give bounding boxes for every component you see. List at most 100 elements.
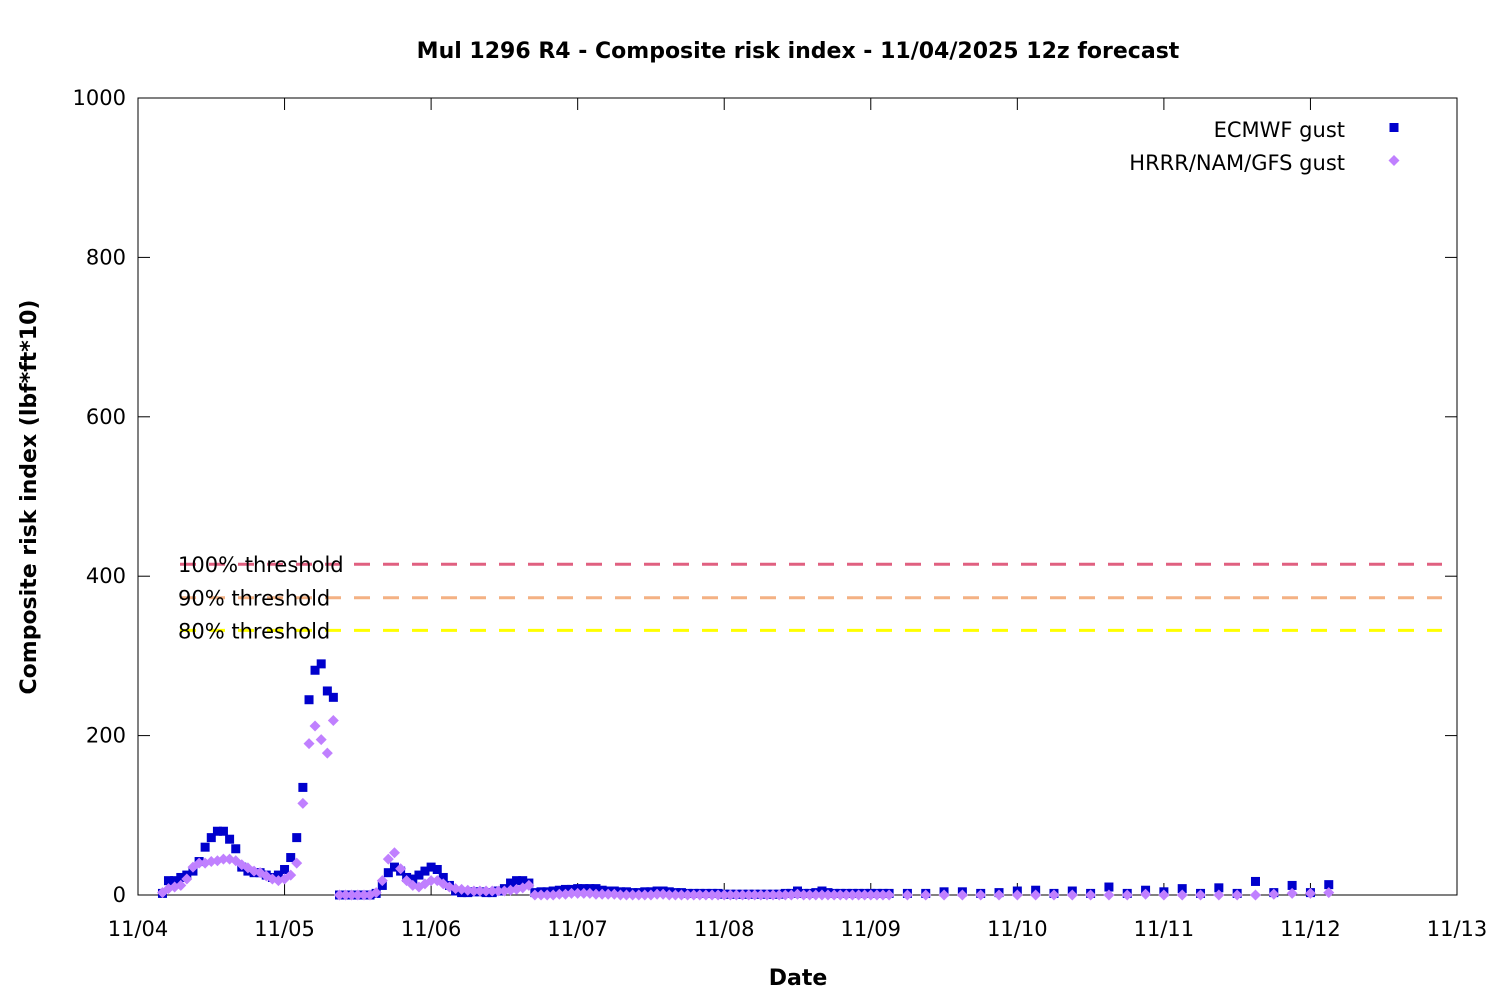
hrrr-point bbox=[217, 853, 229, 865]
hrrr-point bbox=[755, 889, 767, 901]
ecmwf-point bbox=[591, 884, 601, 894]
hrrr-point bbox=[816, 889, 828, 901]
threshold-label: 90% threshold bbox=[178, 587, 330, 611]
hrrr-point bbox=[474, 885, 486, 897]
hrrr-point bbox=[651, 888, 663, 900]
hrrr-point bbox=[1158, 889, 1170, 901]
ecmwf-point bbox=[163, 876, 173, 886]
hrrr-point bbox=[193, 857, 205, 869]
hrrr-point bbox=[1140, 888, 1152, 900]
hrrr-point bbox=[352, 889, 364, 901]
hrrr-point bbox=[1249, 889, 1261, 901]
ecmwf-point bbox=[1104, 882, 1114, 892]
hrrr-point bbox=[309, 720, 321, 732]
hrrr-point bbox=[938, 889, 950, 901]
ecmwf-point bbox=[383, 868, 393, 878]
ecmwf-point bbox=[225, 834, 235, 844]
data-points bbox=[156, 659, 1335, 901]
hrrr-point bbox=[1121, 889, 1133, 901]
x-tick-label: 11/13 bbox=[1427, 917, 1488, 941]
hrrr-point bbox=[718, 889, 730, 901]
hrrr-point bbox=[663, 889, 675, 901]
ecmwf-point bbox=[218, 826, 228, 836]
y-tick-label: 800 bbox=[86, 245, 126, 269]
hrrr-point bbox=[303, 738, 315, 750]
ecmwf-point bbox=[414, 870, 424, 880]
hrrr-point bbox=[883, 889, 895, 901]
hrrr-point bbox=[627, 889, 639, 901]
hrrr-point bbox=[1030, 889, 1042, 901]
hrrr-point bbox=[590, 888, 602, 900]
y-tick-label: 0 bbox=[113, 883, 126, 907]
hrrr-point bbox=[1323, 887, 1335, 899]
ecmwf-point bbox=[518, 876, 528, 886]
hrrr-point bbox=[535, 889, 547, 901]
hrrr-point bbox=[993, 889, 1005, 901]
hrrr-point bbox=[321, 747, 333, 759]
hrrr-point bbox=[859, 889, 871, 901]
threshold-label: 80% threshold bbox=[178, 619, 330, 643]
chart-title: Mul 1296 R4 - Composite risk index - 11/… bbox=[417, 39, 1180, 64]
x-tick-label: 11/11 bbox=[1134, 917, 1195, 941]
hrrr-point bbox=[700, 889, 712, 901]
threshold-label: 100% threshold bbox=[178, 553, 344, 577]
hrrr-point bbox=[773, 889, 785, 901]
hrrr-point bbox=[370, 887, 382, 899]
hrrr-point bbox=[315, 734, 327, 746]
ecmwf-point bbox=[206, 833, 216, 843]
hrrr-point bbox=[486, 885, 498, 897]
ecmwf-point bbox=[304, 695, 314, 705]
y-tick-label: 400 bbox=[86, 564, 126, 588]
hrrr-point bbox=[395, 863, 407, 875]
ecmwf-point bbox=[1250, 876, 1260, 886]
hrrr-point bbox=[871, 889, 883, 901]
hrrr-point bbox=[712, 889, 724, 901]
hrrr-point bbox=[822, 889, 834, 901]
ecmwf-point bbox=[286, 853, 296, 863]
hrrr-point bbox=[1195, 889, 1207, 901]
hrrr-point bbox=[798, 889, 810, 901]
hrrr-point bbox=[804, 889, 816, 901]
ecmwf-point bbox=[512, 876, 522, 886]
hrrr-point bbox=[761, 889, 773, 901]
hrrr-point bbox=[737, 889, 749, 901]
ecmwf-point bbox=[420, 866, 430, 876]
ecmwf-point bbox=[1324, 880, 1334, 890]
hrrr-point bbox=[810, 889, 822, 901]
hrrr-point bbox=[285, 869, 297, 881]
ecmwf-point bbox=[200, 842, 210, 852]
legend: ECMWF gust HRRR/NAM/GFS gust bbox=[1129, 118, 1400, 175]
hrrr-point bbox=[706, 889, 718, 901]
hrrr-point bbox=[743, 889, 755, 901]
hrrr-point bbox=[639, 889, 651, 901]
hrrr-point bbox=[877, 889, 889, 901]
y-axis-label: Composite risk index (lbf*ft*10) bbox=[17, 300, 42, 695]
hrrr-point bbox=[175, 879, 187, 891]
hrrr-point bbox=[181, 873, 193, 885]
hrrr-point bbox=[327, 714, 339, 726]
ecmwf-point bbox=[328, 692, 338, 702]
hrrr-point bbox=[480, 885, 492, 897]
hrrr-point bbox=[492, 885, 504, 897]
hrrr-point bbox=[1213, 889, 1225, 901]
hrrr-point bbox=[297, 797, 309, 809]
ecmwf-point bbox=[1177, 884, 1187, 894]
threshold-lines: 100% threshold 90% threshold 80% threshold bbox=[178, 553, 1442, 643]
y-tick-label: 600 bbox=[86, 405, 126, 429]
hrrr-point bbox=[1048, 889, 1060, 901]
hrrr-point bbox=[376, 875, 388, 887]
hrrr-point bbox=[340, 889, 352, 901]
x-axis-label: Date bbox=[769, 966, 828, 991]
hrrr-point bbox=[834, 889, 846, 901]
hrrr-point bbox=[358, 889, 370, 901]
hrrr-point bbox=[523, 879, 535, 891]
ecmwf-point bbox=[438, 872, 448, 882]
hrrr-point bbox=[975, 889, 987, 901]
x-tick-label: 11/04 bbox=[108, 917, 169, 941]
legend-swatch-square bbox=[1389, 123, 1399, 132]
hrrr-point bbox=[846, 889, 858, 901]
hrrr-point bbox=[334, 889, 346, 901]
ecmwf-point bbox=[170, 876, 180, 886]
x-tick-label: 11/05 bbox=[254, 917, 315, 941]
hrrr-point bbox=[553, 888, 565, 900]
